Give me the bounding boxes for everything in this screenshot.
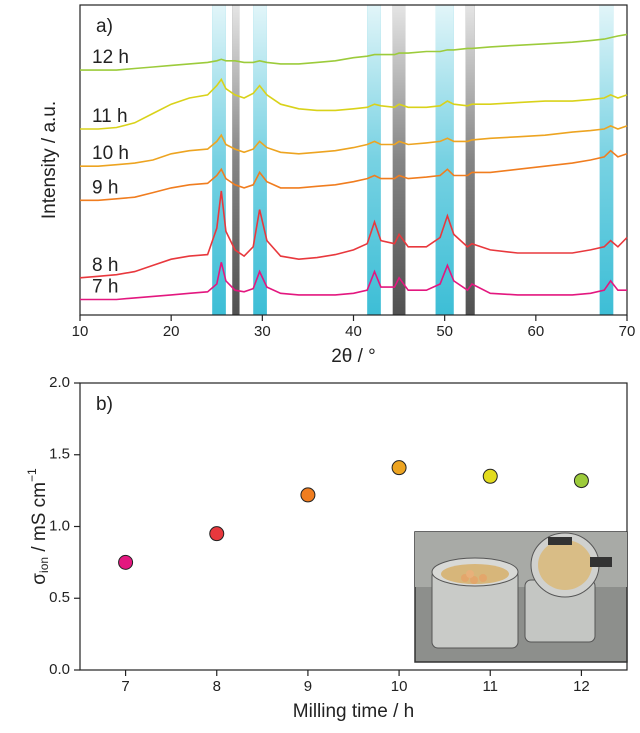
series-label: 12 h (92, 47, 129, 68)
x-tick-label: 60 (527, 323, 544, 340)
data-point (573, 473, 589, 489)
y-label-symbol: σ (29, 573, 50, 585)
xrd-pattern (80, 262, 627, 301)
x-tick-label: 50 (436, 323, 453, 340)
series-label: 11 h (92, 106, 128, 127)
reference-band-fade (367, 5, 381, 315)
reference-band-fade (232, 5, 240, 315)
xrd-pattern (80, 125, 628, 167)
x-axis-label: 2θ / ° (331, 346, 376, 367)
xrd-pattern (80, 77, 628, 130)
x-tick-label: 10 (391, 678, 408, 695)
x-tick-label: 30 (254, 323, 271, 340)
y-tick-label: 0.0 (49, 661, 70, 678)
x-tick-label: 70 (619, 323, 636, 340)
x-axis-label: Milling time / h (293, 701, 414, 722)
x-tick-label: 40 (345, 323, 362, 340)
x-tick-label: 8 (213, 678, 221, 695)
y-axis-label: Intensity / a.u. (39, 101, 60, 219)
x-tick-label: 11 (482, 678, 498, 695)
x-tick-label: 9 (304, 678, 312, 695)
panel-label: b) (96, 394, 113, 415)
x-tick-label: 12 (573, 678, 590, 695)
xrd-pattern (80, 149, 628, 202)
reference-band-fade (212, 5, 226, 315)
data-point (118, 554, 134, 570)
conductivity-panel: 7 8 9 10 11 12 0.0 0.5 1.0 1.5 2.0 b) Milling time /… (25, 374, 628, 722)
y-label-superscript: −1 (25, 468, 39, 482)
series-label: 10 h (92, 143, 129, 164)
x-tick-label: 20 (163, 323, 180, 340)
x-tick-label: 7 (121, 678, 129, 695)
x-tick-label: 10 (72, 323, 89, 340)
plot-frame (79, 4, 628, 316)
y-label-subscript: ion (37, 557, 51, 573)
reference-band-fade (253, 5, 267, 315)
data-point (209, 526, 225, 542)
reference-band-fade (392, 5, 406, 315)
data-point (391, 460, 407, 476)
y-tick-label: 2.0 (49, 374, 70, 391)
xrd-pattern (80, 33, 628, 71)
xrd-panel: 10 20 30 40 50 60 70 a) 2θ / ° Intensity / a.u. 7 … (39, 4, 636, 367)
y-tick-label: 1.0 (49, 517, 70, 534)
reference-band-fade (465, 5, 475, 315)
y-axis-label: σion / mS cm−1 (25, 468, 51, 585)
reference-band-fade (599, 5, 614, 315)
panel-label: a) (96, 16, 113, 37)
data-point (300, 487, 316, 503)
inset-photo (414, 531, 628, 663)
y-label-unit: / mS cm (29, 482, 50, 557)
xrd-pattern (79, 190, 628, 279)
y-tick-label: 1.5 (49, 446, 70, 463)
series-label: 8 h (92, 255, 118, 276)
series-label: 9 h (92, 177, 118, 198)
y-tick-label: 0.5 (49, 589, 70, 606)
data-point (482, 468, 498, 484)
series-label: 7 h (92, 277, 118, 298)
